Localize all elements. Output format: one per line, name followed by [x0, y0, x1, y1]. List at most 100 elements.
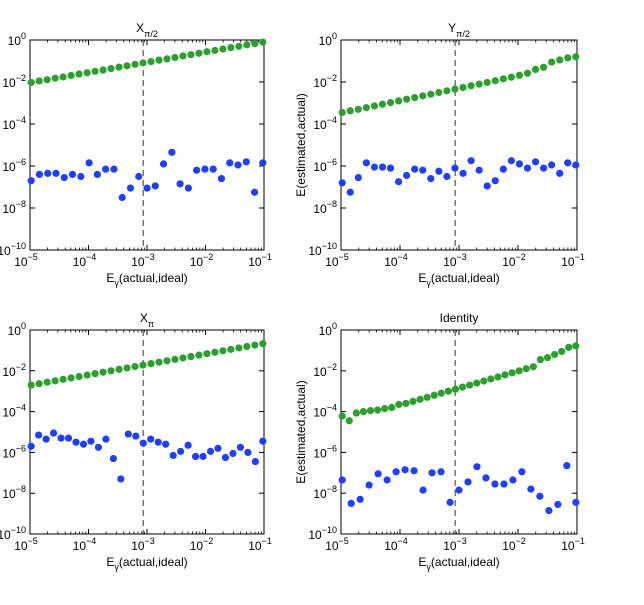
blue-point — [556, 169, 564, 177]
blue-point — [244, 448, 252, 456]
blue-point — [68, 170, 77, 178]
blue-point — [102, 165, 110, 173]
blue-point — [499, 165, 507, 173]
blue-point — [93, 170, 101, 178]
green-point — [483, 78, 491, 87]
blue-point — [545, 506, 553, 515]
green-point — [565, 343, 573, 351]
green-point — [43, 378, 51, 386]
blue-point — [234, 161, 242, 169]
blue-point — [386, 164, 395, 172]
y-tick-label: 100 — [319, 31, 337, 48]
green-point — [550, 350, 559, 359]
green-point — [91, 67, 99, 75]
blue-point — [401, 466, 409, 474]
y-axis-label: E(estimated,actual) — [294, 93, 308, 196]
blue-point — [49, 429, 58, 437]
green-point — [522, 365, 530, 373]
green-point — [487, 375, 495, 383]
green-point — [51, 74, 59, 82]
blue-point — [459, 169, 467, 177]
y-tick-label: 10−6 — [2, 157, 26, 174]
green-point — [139, 361, 147, 369]
blue-point — [168, 148, 176, 156]
blue-point — [347, 499, 355, 507]
x-tick-label: 10−5 — [14, 536, 38, 553]
blue-point — [217, 175, 226, 183]
green-point — [409, 397, 417, 405]
y-tick-label: 10−6 — [2, 443, 26, 460]
blue-point — [226, 159, 234, 167]
blue-point — [491, 177, 499, 185]
blue-point — [162, 440, 170, 448]
green-point — [362, 104, 370, 112]
green-point — [381, 404, 389, 413]
blue-point — [118, 193, 126, 202]
blue-point — [356, 495, 364, 503]
green-point — [473, 379, 481, 387]
y-tick-label: 10−4 — [2, 403, 26, 420]
blue-point — [87, 437, 95, 445]
x-tick-label: 10−4 — [384, 252, 408, 269]
y-tick-label: 10−2 — [2, 362, 26, 379]
blue-point — [221, 453, 230, 462]
green-point — [259, 38, 267, 46]
blue-point — [383, 476, 391, 484]
green-point — [531, 65, 540, 73]
green-point — [27, 381, 35, 389]
blue-point — [464, 478, 472, 486]
green-point — [411, 93, 419, 102]
blue-point — [251, 457, 259, 466]
chart-title: Xπ/2 — [136, 21, 158, 39]
green-point — [203, 350, 211, 358]
green-point — [147, 58, 155, 66]
x-tick-label: 10−2 — [502, 536, 526, 553]
blue-point — [42, 435, 50, 443]
green-point — [572, 342, 580, 350]
green-point — [386, 98, 395, 107]
green-point — [451, 385, 460, 393]
green-point — [366, 406, 375, 415]
green-point — [187, 51, 195, 59]
y-tick-label: 10−10 — [0, 241, 26, 258]
blue-point — [435, 167, 443, 175]
blue-point — [467, 157, 475, 165]
x-axis-label: Eγ(actual,ideal) — [418, 555, 499, 572]
blue-point — [209, 165, 217, 173]
blue-point — [259, 437, 267, 445]
blue-point — [392, 468, 400, 476]
blue-point — [201, 165, 209, 173]
chart-panel-2: 10−5 10−4 10−3 10−2 10−1 10−10 10−8 10−6 10−4 10−… — [294, 21, 585, 288]
blue-point — [403, 171, 411, 180]
green-point — [359, 408, 368, 416]
green-point — [354, 105, 362, 113]
blue-point — [151, 182, 159, 190]
green-point — [494, 373, 502, 381]
green-point — [435, 88, 443, 97]
x-tick-label: 10−1 — [248, 536, 272, 553]
green-point — [211, 46, 219, 55]
green-point — [491, 77, 499, 85]
green-point — [459, 83, 467, 92]
green-point — [27, 78, 35, 87]
y-tick-label: 10−10 — [308, 241, 337, 258]
green-point — [115, 365, 123, 373]
blue-point — [117, 475, 125, 483]
green-point — [430, 391, 438, 399]
blue-point — [35, 431, 43, 439]
chart-panel-1: 10−5 10−4 10−3 10−2 10−1 10−10 10−8 10−6 10−4 10−… — [0, 21, 272, 288]
green-point — [346, 107, 354, 115]
blue-point — [169, 451, 177, 460]
blue-point — [419, 486, 427, 494]
green-point — [107, 64, 115, 73]
green-point — [338, 412, 346, 420]
green-point — [507, 73, 515, 81]
green-point — [155, 358, 163, 366]
blue-point — [346, 188, 354, 196]
blue-point — [515, 160, 524, 168]
green-point — [83, 371, 91, 379]
blue-point — [527, 485, 535, 493]
green-point — [243, 342, 251, 351]
blue-point — [443, 172, 451, 181]
blue-point — [446, 498, 454, 506]
